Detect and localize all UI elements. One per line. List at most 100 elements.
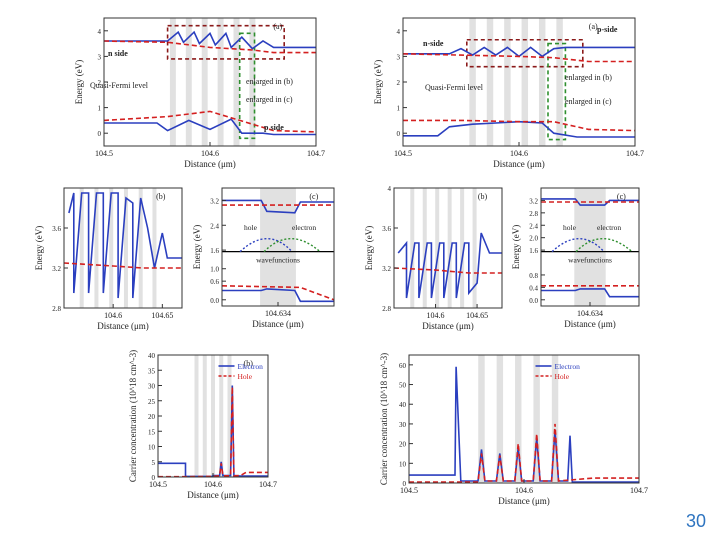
y-tick-label: 60	[399, 362, 407, 370]
series-valence-band	[541, 288, 639, 298]
box-enlarged-c	[547, 42, 567, 141]
annotation-enlarged-in-c-: enlarged in (c)	[565, 97, 612, 106]
y-tick-label: 3.2	[382, 265, 391, 273]
series-conduction-band	[222, 199, 334, 214]
shaded-layer	[460, 188, 465, 308]
x-tick-label: 104.6	[427, 311, 445, 320]
series-conduction-band	[104, 30, 316, 50]
annotation-wavefunctions: wavefunctions	[568, 256, 612, 265]
y-tick-label: 15	[148, 428, 156, 436]
x-axis-label: Distance (μm)	[184, 159, 236, 169]
series-hole	[409, 423, 639, 483]
shaded-layer	[515, 355, 522, 483]
y-axis-label: Carrier concentration (10^18 cm^-3)	[379, 353, 389, 485]
chart-band-right: 104.5 104.6 104.7 0 1 2 3 4 Distance (μm) Energy …	[373, 17, 644, 169]
shaded-layer	[496, 355, 504, 483]
y-tick-label: 3.6	[382, 225, 391, 233]
series-valence-band	[104, 118, 316, 136]
shaded-layer	[478, 355, 485, 483]
legend-electron: Electron	[238, 362, 264, 371]
y-tick-label: 0.0	[529, 297, 538, 305]
x-tick-label: 104.7	[630, 486, 648, 495]
y-tick-label: 3.2	[529, 197, 538, 205]
x-tick-label: 104.7	[626, 149, 644, 158]
y-tick-label: 0	[403, 480, 407, 488]
plot-frame	[402, 17, 636, 147]
y-tick-label: 40	[399, 401, 407, 409]
x-tick-label: 104.634	[265, 309, 291, 318]
shaded-layer	[123, 188, 128, 308]
plot-frame	[408, 354, 640, 484]
series-quasi-fermi-level-hole-	[222, 285, 334, 301]
y-tick-label: 3.6	[52, 225, 61, 233]
y-tick-label: 4	[388, 185, 392, 193]
y-tick-label: 4	[98, 28, 102, 36]
plot-frame	[393, 187, 503, 309]
y-tick-label: 3	[397, 53, 401, 61]
y-tick-label: 0	[98, 130, 102, 138]
y-tick-label: 2.4	[210, 222, 219, 230]
shaded-layer	[194, 355, 199, 477]
shaded-layer	[201, 18, 208, 146]
shaded-layer	[169, 18, 176, 146]
y-tick-label: 1	[397, 105, 401, 113]
y-axis-label: Carrier concentration (10^18 cm^-3)	[128, 350, 138, 482]
y-tick-label: 2.8	[52, 305, 61, 313]
series-quasi-fermi-level	[64, 262, 182, 269]
y-axis-label: Energy (eV)	[34, 226, 44, 271]
shaded-layer	[227, 355, 232, 477]
chart-zoom-b-right: 104.6 104.65 2.8 3.2 3.6 4 Distance (μm) Energy…	[364, 185, 503, 331]
panel-label: (b)	[156, 192, 166, 201]
y-tick-label: 10	[399, 460, 407, 468]
shaded-layer	[217, 18, 224, 146]
box-enlarged-b	[465, 38, 584, 68]
y-tick-label: 5	[152, 459, 156, 467]
x-tick-label: 104.7	[259, 480, 277, 489]
shaded-layer	[472, 188, 477, 308]
legend-hole: Hole	[238, 372, 253, 381]
electron-wavefunction	[575, 238, 633, 253]
x-tick-label: 104.6	[510, 149, 528, 158]
shaded-layer	[138, 188, 143, 308]
legend-hole: Hole	[555, 372, 570, 381]
shaded-layer	[551, 355, 559, 483]
panel-label: (b)	[244, 359, 254, 368]
chart-zoom-b-left: 104.6 104.65 2.8 3.2 3.6 Distance (μm) Energy …	[34, 187, 183, 331]
series-quasi-fermi-level	[394, 267, 502, 274]
hole-wavefunction	[551, 238, 605, 253]
annotation-enlarged-in-c-: enlarged in (c)	[246, 95, 293, 104]
y-tick-label: 4	[397, 28, 401, 36]
y-tick-label: 20	[399, 441, 407, 449]
y-tick-label: 2.8	[529, 210, 538, 218]
shaded-layer	[249, 18, 256, 146]
panel-label: (c)	[617, 192, 626, 201]
x-tick-label: 104.5	[95, 149, 113, 158]
series-quasi-fermi-level-electron-	[403, 53, 635, 63]
y-tick-label: 30	[148, 383, 156, 391]
x-tick-label: 104.6	[104, 311, 122, 320]
series-conduction-band	[403, 46, 635, 58]
y-tick-label: 2	[397, 79, 401, 87]
y-tick-label: 2	[98, 79, 102, 87]
x-tick-label: 104.634	[577, 309, 603, 318]
y-tick-label: 50	[399, 382, 407, 390]
annotation-quasi-fermi-level: Quasi-Fermi level	[425, 83, 484, 92]
series-valence-band	[222, 288, 334, 303]
x-tick-label: 104.65	[466, 311, 488, 320]
y-tick-label: 2.4	[529, 222, 538, 230]
series-conduction-band	[68, 192, 182, 299]
shaded-layer	[538, 18, 546, 146]
shaded-layer	[447, 188, 452, 308]
annotation-n-side: n-side	[423, 39, 444, 48]
x-tick-label: 104.6	[201, 149, 219, 158]
series-quasi-fermi-level-electron-	[104, 40, 316, 54]
y-tick-label: 0	[397, 130, 401, 138]
plot-frame	[63, 187, 183, 309]
annotation-n-side: n side	[108, 49, 128, 58]
y-tick-label: 2.8	[382, 305, 391, 313]
x-axis-label: Distance (μm)	[97, 321, 149, 331]
shaded-layer	[410, 188, 415, 308]
y-tick-label: 25	[148, 398, 156, 406]
shaded-layer	[94, 188, 99, 308]
shaded-layer	[521, 18, 529, 146]
